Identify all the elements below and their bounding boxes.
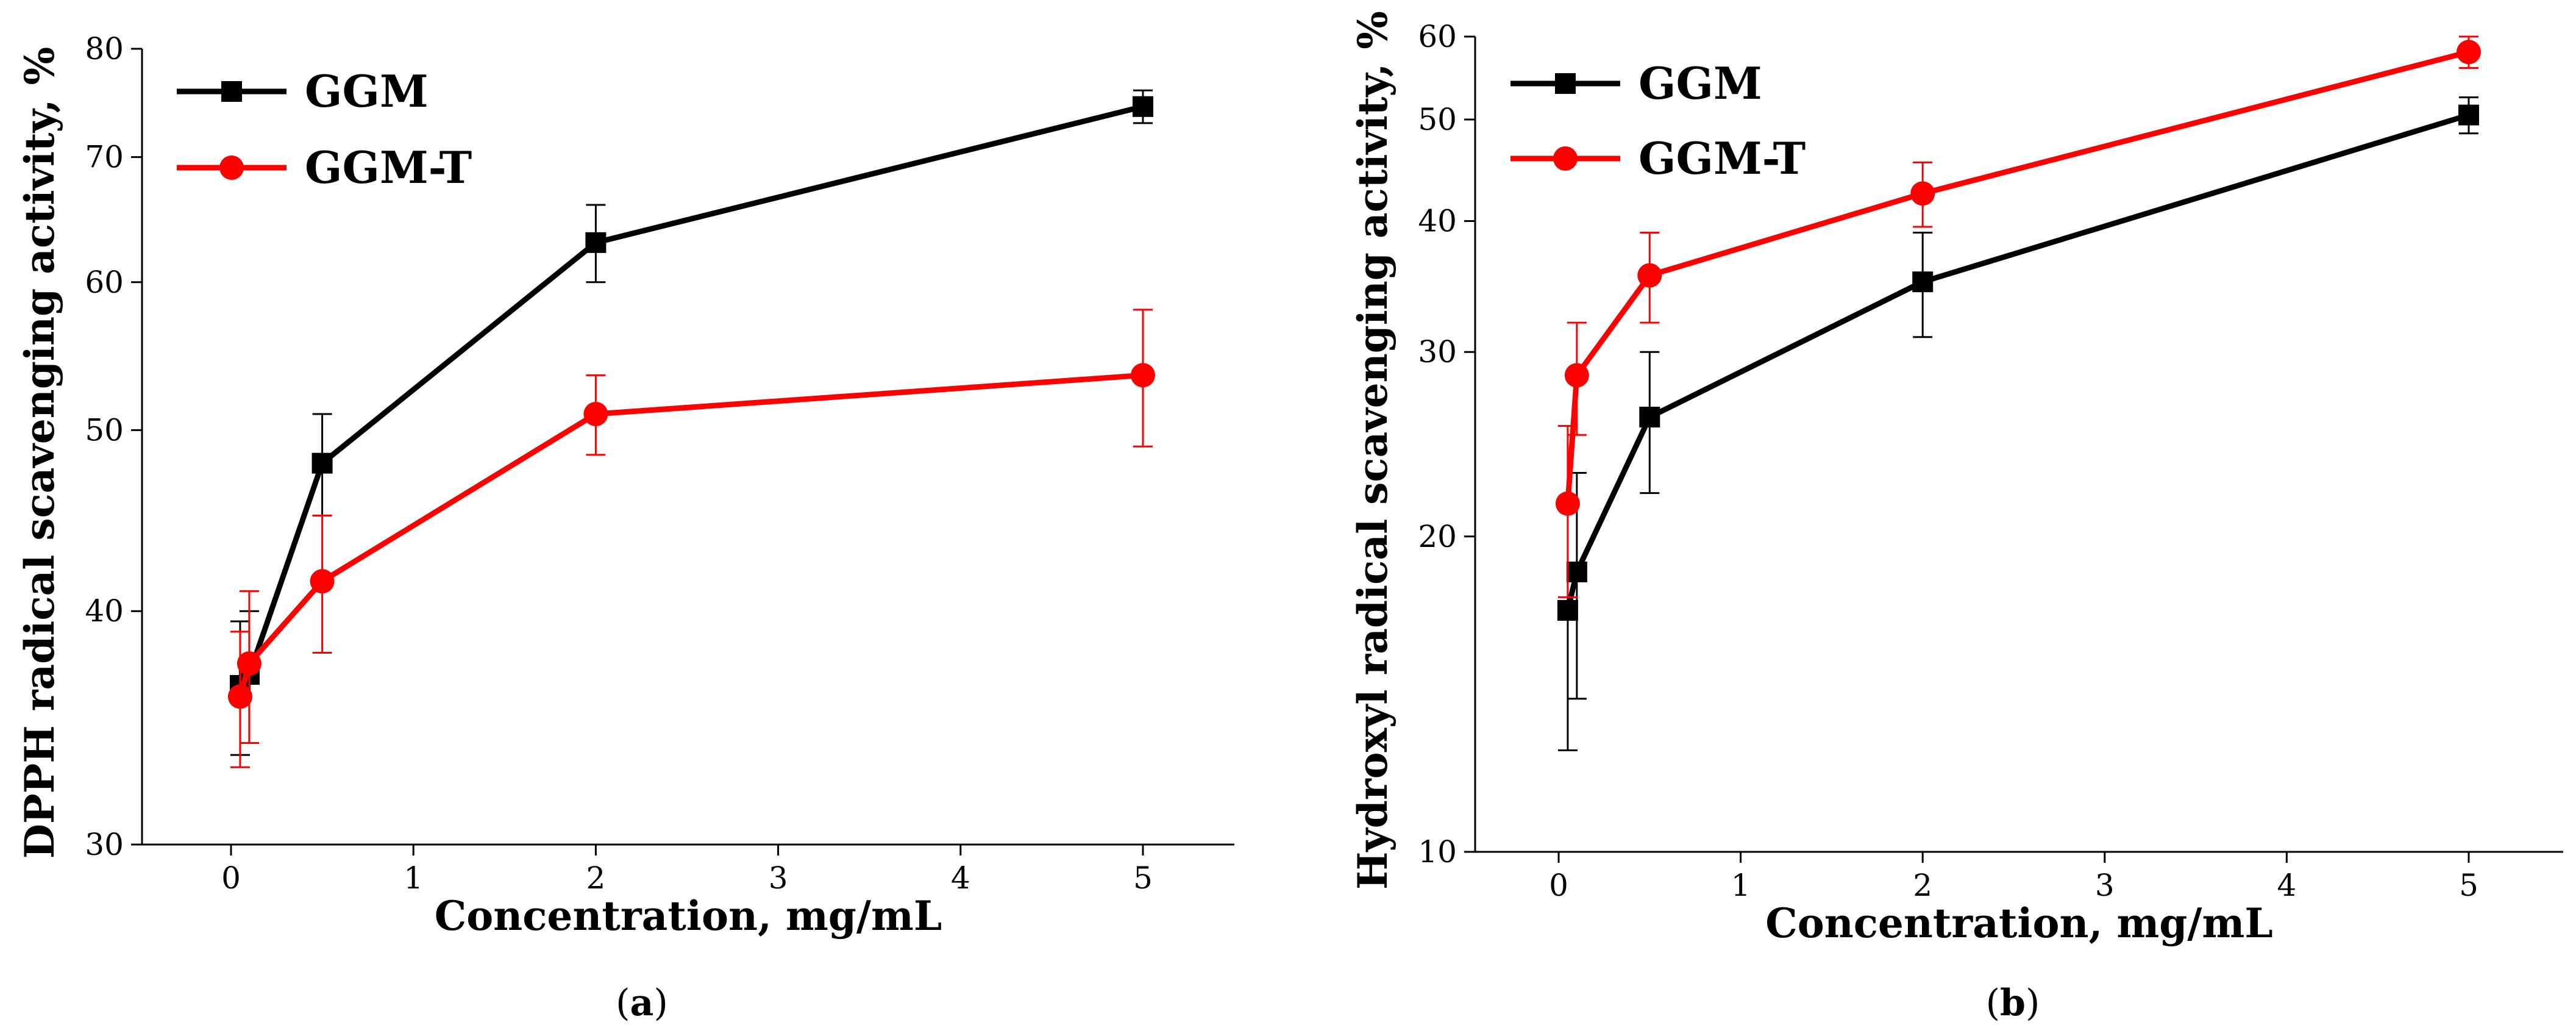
data-point: [227, 684, 252, 709]
legend-marker: [219, 155, 244, 180]
legend-label: GGM-T: [1638, 132, 1806, 184]
data-point: [311, 452, 333, 474]
series-line: [1565, 49, 2470, 504]
y-tick-label: 80: [85, 31, 124, 66]
data-point: [583, 401, 608, 426]
legend-marker: [221, 81, 242, 102]
series-line: [238, 104, 1144, 687]
data-point: [2457, 40, 2481, 65]
series-line: [1565, 112, 2470, 612]
data-point: [1133, 96, 1153, 117]
data-point: [2458, 104, 2479, 126]
y-tick-label: 50: [85, 412, 124, 448]
panel-b-chart: 10 20 30 40 50 60 0 1 2 3 4 5 Concentration, mg/mL Hy…: [1349, 11, 2563, 1024]
caption-paren: (: [1986, 982, 2000, 1024]
x-tick-label: 0: [221, 860, 241, 896]
panel-a-chart: 30 40 50 60 70 80 0 1 2 3 4 5 Concentration, mg/mL DP…: [16, 31, 1234, 1024]
y-tick-label: 10: [1418, 834, 1457, 870]
y-tick-label: 30: [85, 827, 124, 862]
caption-letter: b: [2000, 982, 2026, 1024]
x-tick-label: 0: [1549, 868, 1568, 903]
data-point: [237, 651, 262, 676]
data-point: [1639, 407, 1660, 428]
legend-label: GGM: [305, 65, 429, 117]
x-axis-title: Concentration, mg/mL: [1765, 899, 2273, 947]
legend-label: GGM: [1638, 57, 1762, 109]
data-point: [1910, 181, 1935, 206]
y-axis-title: Hydroxyl radical scavenging activity, %: [1349, 11, 1397, 890]
data-point: [1131, 363, 1155, 388]
x-tick-label: 3: [2095, 868, 2115, 903]
data-point: [1566, 561, 1587, 582]
legend-marker: [1555, 73, 1576, 94]
y-tick-label: 40: [85, 593, 124, 629]
caption-paren: ): [2026, 982, 2040, 1024]
data-point: [1912, 271, 1934, 293]
data-point: [1557, 600, 1578, 621]
x-axis-title: Concentration, mg/mL: [435, 892, 942, 940]
y-tick-label: 30: [1418, 334, 1457, 370]
x-tick-label: 1: [1731, 868, 1751, 903]
y-tick-label: 50: [1418, 102, 1457, 137]
x-tick-label: 5: [2459, 868, 2478, 903]
x-tick-label: 5: [1133, 860, 1153, 896]
y-tick-label: 70: [85, 140, 124, 175]
data-point: [1637, 263, 1662, 288]
legend-marker: [1553, 146, 1578, 171]
y-axis-title: DPPH radical scavenging activity, %: [16, 47, 63, 859]
data-point: [585, 232, 607, 253]
y-tick-label: 40: [1418, 204, 1457, 239]
x-tick-label: 4: [951, 860, 970, 896]
data-point: [1555, 491, 1580, 516]
x-tick-label: 2: [586, 860, 605, 896]
legend-label: GGM-T: [305, 141, 472, 193]
panel-caption: (b): [1986, 982, 2040, 1024]
y-tick-label: 60: [1418, 19, 1457, 54]
caption-letter: a: [630, 982, 654, 1024]
x-tick-label: 1: [404, 860, 423, 896]
x-tick-label: 2: [1913, 868, 1932, 903]
panel-caption: (a): [616, 982, 668, 1024]
caption-paren: ): [653, 982, 667, 1024]
y-tick-label: 20: [1418, 519, 1457, 554]
data-point: [310, 569, 335, 594]
x-tick-label: 4: [2277, 868, 2296, 903]
caption-paren: (: [616, 982, 630, 1024]
data-point: [1564, 363, 1589, 388]
y-tick-label: 60: [85, 265, 124, 300]
x-tick-label: 3: [769, 860, 788, 896]
